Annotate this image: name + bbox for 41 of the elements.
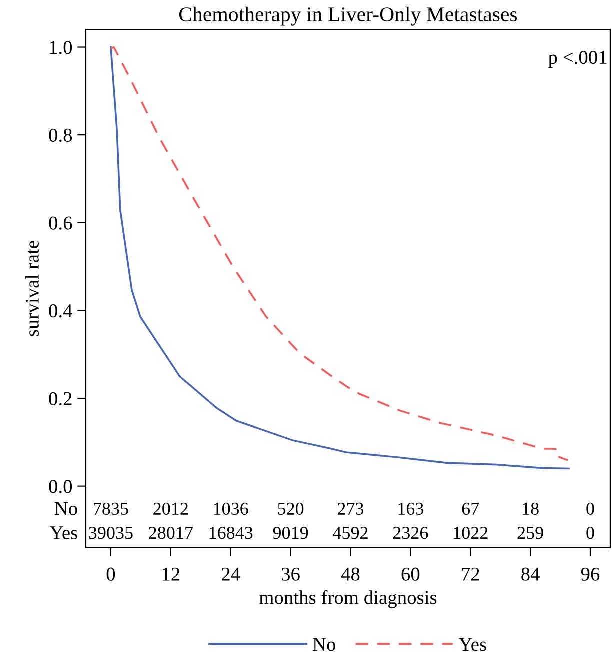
annotation: 0 <box>586 526 594 540</box>
annotation: 2012 <box>154 502 188 515</box>
x-tick-label: 84 <box>522 568 540 581</box>
y-tick-label: 0.6 <box>49 216 72 230</box>
y-tick-label: 0.2 <box>49 392 72 406</box>
y-tick-label: 0.0 <box>49 480 72 494</box>
annotation: 0 <box>586 502 594 515</box>
x-tick-label: 48 <box>341 568 360 581</box>
annotation: 1036 <box>214 502 248 515</box>
annotation: 259 <box>518 527 544 540</box>
x-tick-label: 96 <box>581 568 600 581</box>
annotation: 163 <box>398 502 424 515</box>
x-tick-label: 60 <box>402 568 420 581</box>
text: No <box>54 502 78 516</box>
annotation: 16843 <box>210 526 253 540</box>
x-tick-label: 0 <box>106 568 116 581</box>
annotation: 7835 <box>94 502 128 515</box>
chart-title: Chemotherapy in Liver-Only Metastases <box>179 6 518 26</box>
y-tick-label: 0.4 <box>49 304 72 318</box>
x-tick-label: 72 <box>462 568 480 581</box>
text: Yes <box>50 526 78 540</box>
annotation: 18 <box>523 502 539 515</box>
annotation: 520 <box>278 502 304 515</box>
x-tick-label: 12 <box>162 568 180 581</box>
annotation: 1022 <box>454 526 488 540</box>
legend-label: No <box>313 638 336 652</box>
annotation: p <.001 <box>548 50 607 68</box>
annotation: 28017 <box>149 526 193 540</box>
x-tick-label: 36 <box>282 568 300 581</box>
x-axis-title: months from diagnosis <box>260 590 437 608</box>
x-tick-label: 24 <box>222 568 240 581</box>
y-tick-label: 1.0 <box>50 41 72 54</box>
y-axis-title: survival rate <box>25 241 39 336</box>
annotation: 39035 <box>89 526 133 540</box>
annotation: 2326 <box>393 527 428 540</box>
annotation: 67 <box>462 502 480 515</box>
annotation: 273 <box>338 502 364 515</box>
annotation: 4592 <box>333 527 368 540</box>
y-tick-label: 0.8 <box>49 128 72 142</box>
legend-label: Yes <box>458 638 486 652</box>
annotation: 9019 <box>273 526 308 540</box>
